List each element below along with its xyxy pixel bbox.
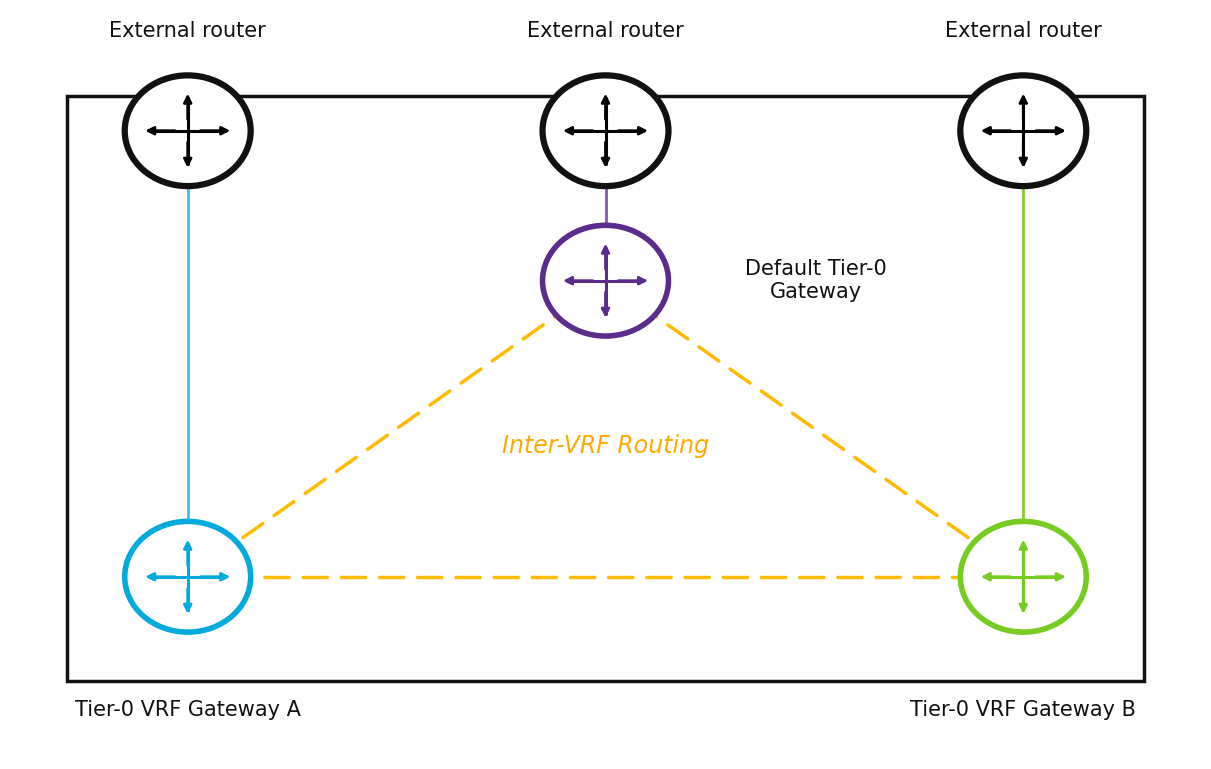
Text: Inter-VRF Routing: Inter-VRF Routing xyxy=(501,434,710,458)
Ellipse shape xyxy=(543,75,668,186)
Ellipse shape xyxy=(543,225,668,336)
Text: Default Tier-0
Gateway: Default Tier-0 Gateway xyxy=(745,259,886,302)
Text: Tier-0 VRF Gateway B: Tier-0 VRF Gateway B xyxy=(911,700,1136,720)
Text: Tier-0 VRF Gateway A: Tier-0 VRF Gateway A xyxy=(75,700,300,720)
Ellipse shape xyxy=(125,75,251,186)
Text: External router: External router xyxy=(109,21,266,41)
Text: External router: External router xyxy=(945,21,1102,41)
Text: External router: External router xyxy=(527,21,684,41)
Bar xyxy=(67,96,1144,681)
Ellipse shape xyxy=(960,75,1086,186)
Ellipse shape xyxy=(960,521,1086,632)
Ellipse shape xyxy=(125,521,251,632)
